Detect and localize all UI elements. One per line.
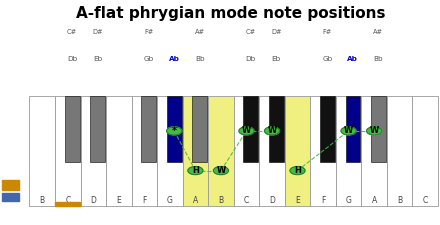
Text: *: *	[172, 126, 177, 136]
Text: W: W	[370, 126, 379, 135]
Bar	[29, 96, 55, 206]
Bar	[234, 96, 259, 206]
Bar	[412, 96, 438, 206]
Text: F: F	[321, 196, 325, 205]
Text: Gb: Gb	[143, 56, 154, 62]
Circle shape	[341, 127, 356, 135]
Text: G: G	[167, 196, 173, 205]
Bar	[371, 96, 386, 162]
Text: C#: C#	[67, 29, 77, 35]
Text: B: B	[397, 196, 402, 205]
Bar	[345, 96, 360, 162]
Circle shape	[290, 166, 305, 175]
Text: Eb: Eb	[93, 56, 102, 62]
Circle shape	[264, 127, 279, 135]
Bar	[310, 96, 336, 206]
Text: F#: F#	[144, 29, 153, 35]
Text: Db: Db	[67, 56, 77, 62]
Text: W: W	[242, 126, 251, 135]
Text: E: E	[295, 196, 300, 205]
Bar	[320, 96, 335, 162]
Text: A#: A#	[374, 29, 383, 35]
Bar	[55, 202, 80, 206]
Bar	[65, 96, 80, 162]
Bar	[361, 96, 387, 206]
Bar	[132, 96, 157, 206]
Text: C: C	[244, 196, 249, 205]
Bar	[285, 96, 310, 206]
Text: F#: F#	[323, 29, 332, 35]
Bar	[387, 96, 412, 206]
Text: C: C	[65, 196, 70, 205]
Text: Ab: Ab	[348, 56, 358, 62]
Circle shape	[367, 127, 381, 135]
Text: B: B	[40, 196, 45, 205]
Bar	[106, 96, 132, 206]
Bar	[55, 96, 81, 206]
Text: Ab: Ab	[169, 56, 180, 62]
Text: C#: C#	[246, 29, 256, 35]
Text: Bb: Bb	[374, 56, 383, 62]
Bar	[81, 96, 106, 206]
Text: D#: D#	[271, 29, 282, 35]
Text: Eb: Eb	[272, 56, 281, 62]
Bar	[183, 96, 208, 206]
Bar	[269, 96, 284, 162]
Text: C: C	[422, 196, 428, 205]
Circle shape	[188, 166, 203, 175]
Text: A#: A#	[195, 29, 205, 35]
Text: A-flat phrygian mode note positions: A-flat phrygian mode note positions	[76, 6, 385, 21]
Bar	[157, 96, 183, 206]
Circle shape	[167, 127, 182, 135]
Bar	[2, 193, 19, 201]
Text: H: H	[192, 166, 199, 175]
Bar	[208, 96, 234, 206]
Text: H: H	[294, 166, 301, 175]
Text: B: B	[218, 196, 224, 205]
Text: W: W	[268, 126, 277, 135]
Bar	[167, 96, 182, 162]
Bar	[2, 180, 19, 190]
Text: Db: Db	[246, 56, 256, 62]
Text: D: D	[269, 196, 275, 205]
Bar	[90, 96, 105, 162]
Bar	[141, 96, 156, 162]
Text: A: A	[193, 196, 198, 205]
Text: E: E	[117, 196, 121, 205]
Circle shape	[239, 127, 254, 135]
Text: F: F	[142, 196, 147, 205]
Bar	[192, 96, 207, 162]
Text: A: A	[371, 196, 377, 205]
Bar	[243, 96, 258, 162]
Text: Gb: Gb	[322, 56, 333, 62]
Text: W: W	[216, 166, 226, 175]
Bar	[336, 96, 361, 206]
Circle shape	[213, 166, 228, 175]
Text: basicmusictheory.com: basicmusictheory.com	[8, 79, 13, 137]
Text: G: G	[346, 196, 352, 205]
Text: Bb: Bb	[195, 56, 205, 62]
Bar	[259, 96, 285, 206]
Text: D: D	[90, 196, 96, 205]
Text: W: W	[344, 126, 353, 135]
Text: D#: D#	[92, 29, 103, 35]
